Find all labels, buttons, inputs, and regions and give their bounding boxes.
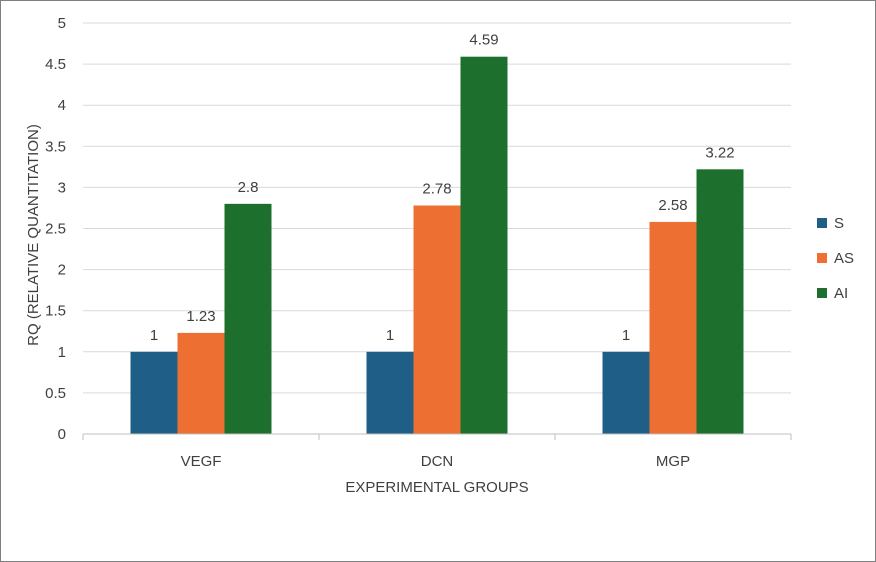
legend-label-as: AS xyxy=(834,250,854,267)
data-label: 1 xyxy=(150,327,158,344)
y-tick-label: 0 xyxy=(58,426,66,443)
legend-label-s: S xyxy=(834,215,844,232)
bar-s-dcn xyxy=(366,351,414,434)
data-label: 2.8 xyxy=(238,179,259,196)
bar-as-dcn xyxy=(413,205,461,434)
data-label: 2.78 xyxy=(422,180,451,197)
y-tick-label: 3.5 xyxy=(45,138,66,155)
bar-ai-dcn xyxy=(460,56,508,435)
y-tick-label: 4.5 xyxy=(45,56,66,73)
y-tick-label: 5 xyxy=(58,15,66,32)
data-label: 3.22 xyxy=(705,144,734,161)
data-label: 4.59 xyxy=(469,32,498,49)
x-tick-label: VEGF xyxy=(181,453,222,470)
data-labels: 1 1.23 2.8 1 2.78 4.59 1 2.58 3.22 xyxy=(150,32,735,344)
bar-ai-mgp xyxy=(696,169,744,435)
data-label: 1 xyxy=(622,327,630,344)
data-label: 1 xyxy=(386,327,394,344)
y-axis-title: RQ (RELATIVE QUANTITATION) xyxy=(25,124,42,346)
y-tick-label: 0.5 xyxy=(45,385,66,402)
y-tick-label: 2.5 xyxy=(45,221,66,238)
bars xyxy=(130,56,744,435)
bar-s-mgp xyxy=(602,351,650,434)
x-axis-title: EXPERIMENTAL GROUPS xyxy=(345,479,528,496)
legend-swatch-as xyxy=(817,253,827,263)
legend-label-ai: AI xyxy=(834,285,848,302)
data-label: 2.58 xyxy=(658,197,687,214)
axes: 0 0.5 1 1.5 2 2.5 3 3.5 4 4.5 5 VEGF DCN MGP xyxy=(45,15,792,470)
bar-s-vegf xyxy=(130,351,178,434)
y-tick-label: 3 xyxy=(58,179,66,196)
x-tick-label: DCN xyxy=(421,453,454,470)
bar-as-mgp xyxy=(649,221,697,434)
legend: S AS AI xyxy=(817,215,854,302)
data-label: 1.23 xyxy=(186,308,215,325)
y-tick-label: 4 xyxy=(58,97,66,114)
y-tick-label: 2 xyxy=(58,262,66,279)
legend-swatch-s xyxy=(817,218,827,228)
x-tick-label: MGP xyxy=(656,453,690,470)
legend-swatch-ai xyxy=(817,288,827,298)
bar-ai-vegf xyxy=(224,203,272,434)
y-tick-label: 1 xyxy=(58,344,66,361)
bar-as-vegf xyxy=(177,332,225,434)
y-tick-label: 1.5 xyxy=(45,303,66,320)
